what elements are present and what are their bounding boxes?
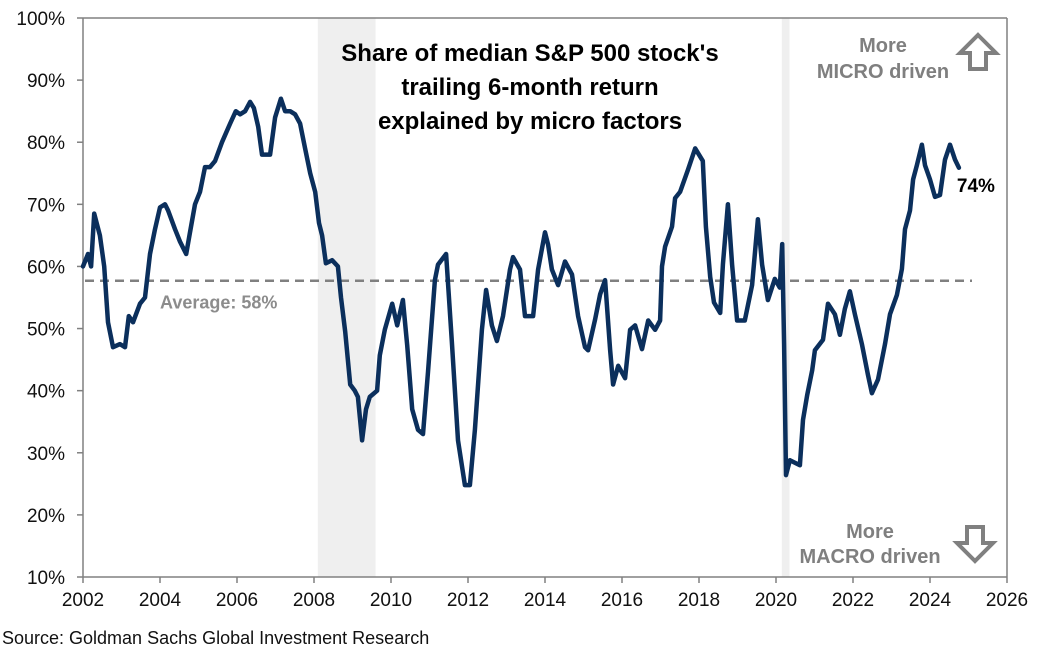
- y-tick-label: 30%: [27, 444, 65, 465]
- y-tick-label: 60%: [27, 257, 65, 278]
- x-tick-label: 2026: [986, 590, 1028, 611]
- x-tick-label: 2014: [524, 590, 567, 611]
- title-line-1: Share of median S&P 500 stock's: [341, 40, 718, 67]
- shaded-period-0: [317, 18, 376, 577]
- title-line-3: explained by micro factors: [378, 108, 682, 135]
- y-tick-label: 80%: [27, 133, 65, 154]
- macro-annotation: More MACRO driven: [799, 521, 998, 568]
- y-tick-label: 50%: [27, 320, 65, 341]
- y-tick-label: 40%: [27, 382, 65, 403]
- title-line-2: trailing 6-month return: [401, 74, 658, 101]
- y-ticks: 10% 20% 30% 40% 50% 60% 70% 80% 90% 100%: [16, 9, 83, 589]
- x-tick-label: 2006: [216, 590, 258, 611]
- y-tick-label: 10%: [27, 568, 65, 589]
- chart-title: Share of median S&P 500 stock's trailing…: [341, 40, 718, 135]
- x-tick-label: 2012: [447, 590, 489, 611]
- y-tick-label: 100%: [16, 9, 65, 30]
- x-ticks: 2002 2004 2006 2008 2010 2012 2014 2016 2018 2020…: [62, 577, 1028, 611]
- end-value-label: 74%: [957, 176, 995, 197]
- micro-annotation: More MICRO driven: [817, 32, 1001, 83]
- x-tick-label: 2022: [832, 590, 874, 611]
- recession-shading: [317, 18, 790, 577]
- x-tick-label: 2008: [293, 590, 335, 611]
- x-tick-label: 2020: [755, 590, 797, 611]
- micro-note-line-2: MICRO driven: [817, 61, 949, 83]
- x-tick-label: 2024: [909, 590, 952, 611]
- macro-note-line-2: MACRO driven: [799, 546, 940, 568]
- x-tick-label: 2004: [139, 590, 182, 611]
- y-tick-label: 70%: [27, 195, 65, 216]
- macro-note-line-1: More: [846, 521, 894, 543]
- x-tick-label: 2016: [601, 590, 643, 611]
- y-tick-label: 90%: [27, 71, 65, 92]
- average-label: Average: 58%: [160, 293, 277, 313]
- up-arrow-icon: [955, 32, 1001, 71]
- y-tick-label: 20%: [27, 506, 65, 527]
- shaded-period-1: [781, 18, 790, 577]
- down-arrow-icon: [952, 525, 998, 564]
- series-line: [80, 96, 962, 488]
- x-tick-label: 2010: [370, 590, 412, 611]
- source-note: Source: Goldman Sachs Global Investment …: [2, 628, 430, 648]
- x-tick-label: 2018: [678, 590, 720, 611]
- x-tick-label: 2002: [62, 590, 104, 611]
- micro-note-line-1: More: [859, 35, 907, 57]
